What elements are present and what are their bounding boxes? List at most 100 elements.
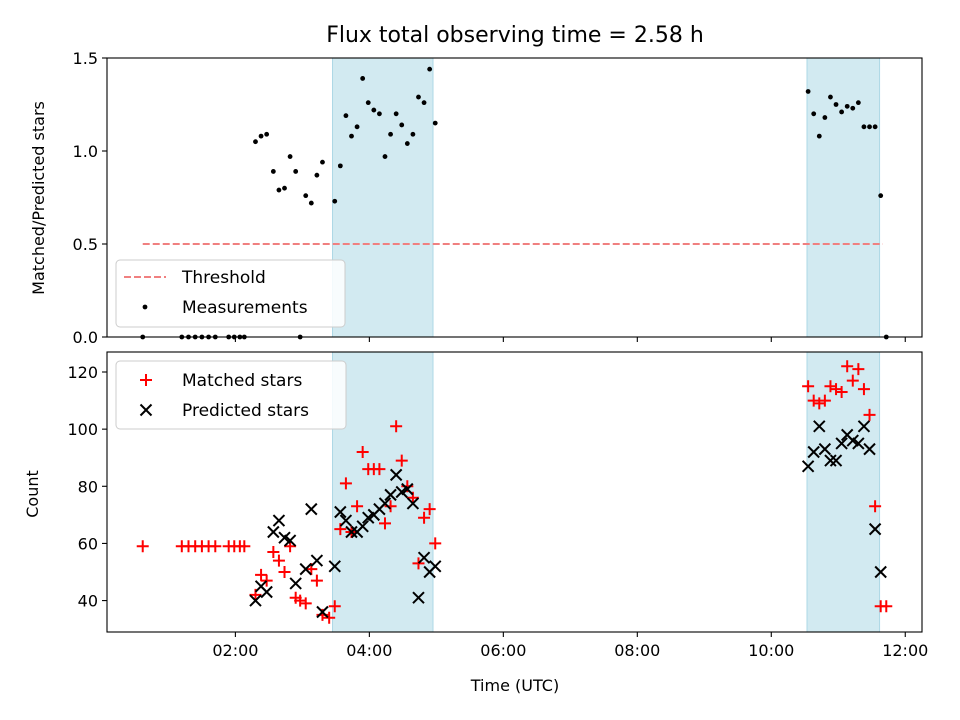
series-1-point-35 xyxy=(824,454,837,467)
x-tick-label-3: 08:00 xyxy=(614,641,660,660)
axes-frame xyxy=(106,57,923,338)
series-0-point-14 xyxy=(267,546,280,558)
series-0-point-45 xyxy=(807,394,820,407)
series-0-point-13 xyxy=(260,574,273,587)
series-0-point-55 xyxy=(863,408,876,421)
series-0-point-30 xyxy=(365,100,371,106)
chart-title: Flux total observing time = 2.58 h xyxy=(326,23,704,48)
series-1-point-14 xyxy=(339,514,353,527)
y-tick-label-2: 80 xyxy=(78,477,98,496)
series-1-point-7 xyxy=(289,577,302,590)
series-0-point-52 xyxy=(846,374,859,387)
series-0-point-21 xyxy=(308,200,314,206)
legend-predicted-label: Predicted stars xyxy=(182,401,309,421)
x-tick-label-1: 04:00 xyxy=(346,641,392,660)
series-0-point-56 xyxy=(878,193,884,199)
series-1-point-21 xyxy=(378,497,392,510)
series-0-point-37 xyxy=(395,454,408,467)
series-0-point-56 xyxy=(869,500,882,513)
series-1-point-15 xyxy=(345,525,358,539)
series-0-point-34 xyxy=(388,131,393,137)
series-0-point-36 xyxy=(390,420,403,433)
series-1-point-10 xyxy=(310,554,324,567)
series-0-point-22 xyxy=(314,172,320,178)
series-0-point-34 xyxy=(378,517,391,530)
shaded-region-0 xyxy=(332,57,434,338)
legend-matched-label: Matched stars xyxy=(182,371,302,391)
x-tick-label-0: 02:00 xyxy=(212,641,258,660)
series-0-point-40 xyxy=(421,100,427,106)
series-0-point-46 xyxy=(813,397,826,410)
bottom-legend-box xyxy=(115,360,347,430)
series-0-point-23 xyxy=(320,159,325,165)
legend-predicted-swatch xyxy=(139,403,153,417)
series-0-point-15 xyxy=(272,554,285,567)
series-0-point-0 xyxy=(136,540,149,553)
series-0-point-36 xyxy=(399,122,405,128)
series-0-point-53 xyxy=(861,124,867,130)
legend-measurements-label: Measurements xyxy=(182,298,308,318)
series-1-point-33 xyxy=(813,420,826,433)
series-0-point-47 xyxy=(828,94,833,100)
series-0-point-13 xyxy=(264,131,270,137)
x-tick-label-2: 06:00 xyxy=(480,641,526,660)
series-1-point-43 xyxy=(868,522,882,536)
series-0-point-17 xyxy=(287,154,293,159)
series-0-point-25 xyxy=(337,163,343,169)
series-0-point-19 xyxy=(294,594,307,607)
series-0-point-55 xyxy=(872,124,878,130)
series-1-point-13 xyxy=(334,505,347,519)
series-0-point-16 xyxy=(282,185,287,191)
series-0-point-29 xyxy=(360,76,366,81)
series-0-point-29 xyxy=(351,500,364,513)
series-1-point-3 xyxy=(267,525,280,539)
series-0-point-42 xyxy=(423,503,436,516)
series-0-point-47 xyxy=(818,394,831,407)
series-0-point-58 xyxy=(880,600,893,613)
y-tick-label-3: 1.5 xyxy=(73,49,98,68)
series-1-point-2 xyxy=(260,585,273,599)
top-legend: Threshold Measurements xyxy=(115,259,346,328)
series-0-point-45 xyxy=(816,133,822,139)
series-1-point-44 xyxy=(874,565,887,579)
axes-frame xyxy=(106,351,923,633)
series-1-point-30 xyxy=(429,560,442,573)
series-1-point-23 xyxy=(389,468,403,482)
legend-measurements-swatch xyxy=(142,304,148,310)
series-0-point-25 xyxy=(328,600,341,613)
series-0-point-46 xyxy=(822,115,828,120)
y-tick-label-2: 1.0 xyxy=(73,142,98,161)
shaded-region-1 xyxy=(806,351,881,633)
series-0-point-10 xyxy=(238,540,251,553)
legend-matched-swatch xyxy=(140,374,152,386)
series-0-point-31 xyxy=(371,107,377,113)
series-1-point-8 xyxy=(299,562,312,576)
series-1-point-26 xyxy=(406,497,420,510)
series-0-point-48 xyxy=(824,380,837,393)
shaded-region-1 xyxy=(806,57,881,338)
series-0-point-33 xyxy=(373,463,386,476)
series-1-point-0 xyxy=(249,594,262,607)
series-0-point-42 xyxy=(432,120,438,126)
series-0-point-6 xyxy=(209,540,222,553)
series-0-point-11 xyxy=(253,139,258,145)
y-tick-label-0: 0.0 xyxy=(73,328,98,347)
series-1-point-31 xyxy=(801,460,815,473)
bottom-legend: Matched stars Predicted stars xyxy=(115,360,347,430)
series-1-point-32 xyxy=(807,445,820,459)
series-0-point-44 xyxy=(811,111,817,117)
series-0-point-43 xyxy=(805,89,811,94)
series-1-point-28 xyxy=(417,551,431,564)
series-0-point-18 xyxy=(293,169,299,174)
series-0-point-50 xyxy=(844,103,850,109)
series-0-point-22 xyxy=(310,574,323,587)
series-0-point-12 xyxy=(255,568,268,581)
series-1-point-25 xyxy=(401,482,414,496)
series-0-point-54 xyxy=(867,124,872,130)
series-1-point-40 xyxy=(852,437,865,450)
series-0-point-27 xyxy=(339,477,352,490)
series-0-point-43 xyxy=(429,537,442,550)
series-1-point-42 xyxy=(863,442,876,456)
series-1-point-12 xyxy=(328,560,341,573)
